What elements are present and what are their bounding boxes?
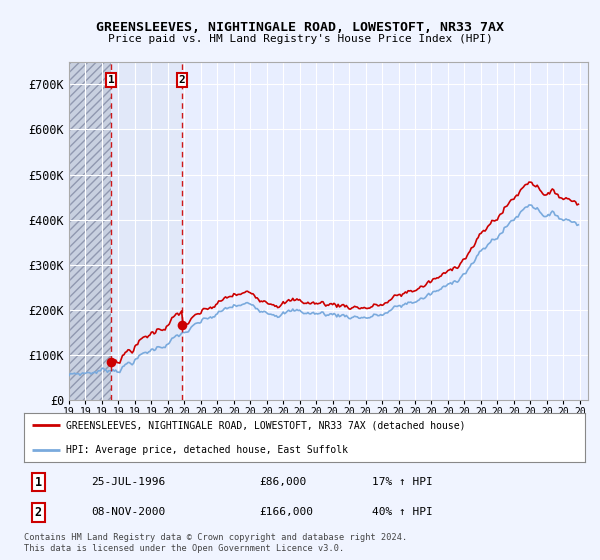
Text: GREENSLEEVES, NIGHTINGALE ROAD, LOWESTOFT, NR33 7AX: GREENSLEEVES, NIGHTINGALE ROAD, LOWESTOF… [96,21,504,34]
Text: 08-NOV-2000: 08-NOV-2000 [91,507,166,517]
Text: £86,000: £86,000 [260,477,307,487]
Bar [111,62,182,400]
Text: 1: 1 [108,75,115,85]
Text: 1: 1 [34,475,41,488]
Text: Contains HM Land Registry data © Crown copyright and database right 2024.
This d: Contains HM Land Registry data © Crown c… [24,533,407,553]
Text: HPI: Average price, detached house, East Suffolk: HPI: Average price, detached house, East… [66,445,348,455]
Text: 2: 2 [178,75,185,85]
Text: 17% ↑ HPI: 17% ↑ HPI [372,477,433,487]
Text: £166,000: £166,000 [260,507,314,517]
Text: Price paid vs. HM Land Registry's House Price Index (HPI): Price paid vs. HM Land Registry's House … [107,34,493,44]
Text: GREENSLEEVES, NIGHTINGALE ROAD, LOWESTOFT, NR33 7AX (detached house): GREENSLEEVES, NIGHTINGALE ROAD, LOWESTOF… [66,420,466,430]
Text: 40% ↑ HPI: 40% ↑ HPI [372,507,433,517]
Text: 2: 2 [34,506,41,519]
Text: 25-JUL-1996: 25-JUL-1996 [91,477,166,487]
